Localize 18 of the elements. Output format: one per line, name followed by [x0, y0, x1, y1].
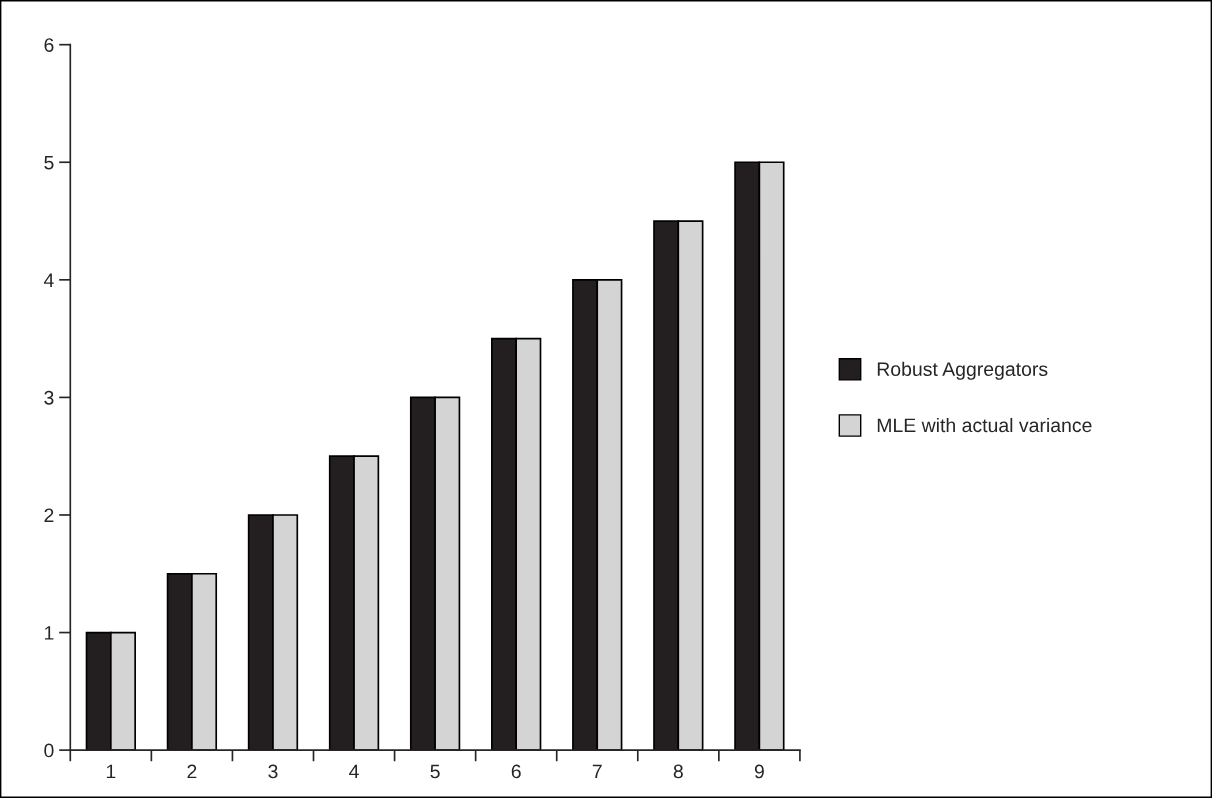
y-tick-label: 1	[44, 626, 54, 640]
legend-label: MLE with actual variance	[877, 417, 1092, 433]
x-tick-label: 9	[754, 764, 764, 779]
y-tick-label: 0	[44, 743, 54, 758]
y-tick-label: 4	[43, 273, 54, 287]
x-tick-label: 3	[268, 764, 278, 779]
y-tick-label: 2	[44, 508, 54, 523]
legend-label: Robust Aggregators	[877, 361, 1048, 380]
y-tick-label: 3	[44, 390, 54, 405]
x-tick-label: 5	[430, 764, 440, 779]
y-tick-label: 5	[44, 155, 54, 170]
x-tick-label: 6	[511, 764, 521, 779]
x-tick-label: 1	[106, 764, 116, 779]
x-tick-label: 4	[349, 764, 359, 779]
x-tick-label: 2	[187, 764, 197, 779]
y-tick-label: 6	[44, 38, 54, 52]
x-tick-label: 7	[592, 764, 602, 779]
x-tick-label: 8	[673, 764, 683, 779]
